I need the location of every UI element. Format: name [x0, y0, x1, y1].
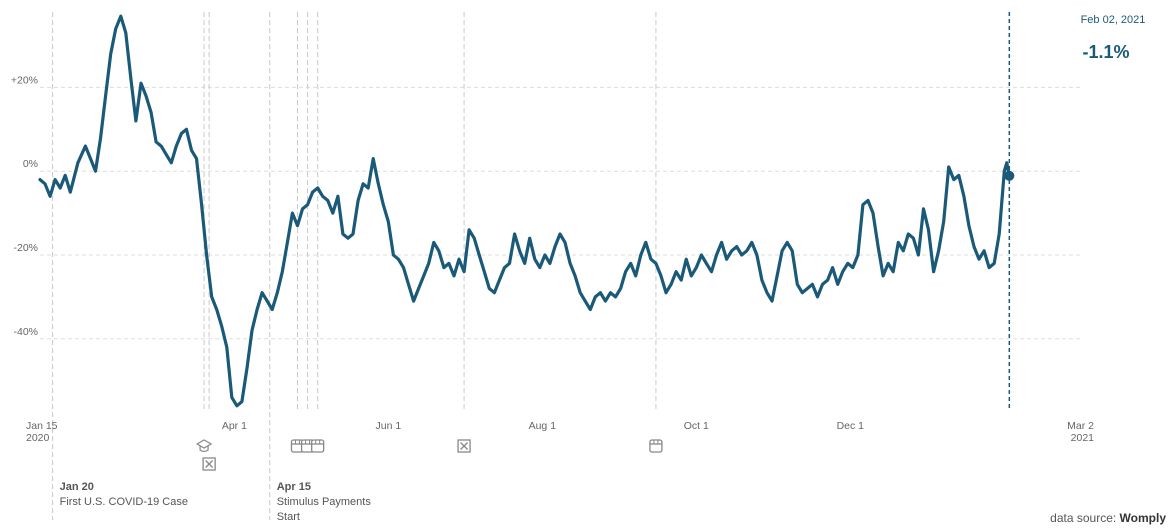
data-source-prefix: data source:: [1050, 511, 1117, 525]
y-tick-label: +20%: [11, 74, 38, 86]
closed-box-icon: [457, 439, 471, 453]
closed-box-cross: [460, 442, 469, 450]
closed-box-cross: [205, 460, 214, 468]
storefront-body: [649, 439, 663, 453]
x-tick-label: Mar 2: [1067, 420, 1094, 432]
readout-date: Feb 02, 2021: [1081, 14, 1146, 26]
x-tick-label: Oct 1: [684, 420, 709, 432]
y-tick-label: -20%: [13, 242, 38, 254]
event-markers: Jan 20 First U.S. COVID-19 Case Apr 15 Stim…: [52, 12, 663, 523]
x-tick-label: Jan 15: [26, 420, 58, 432]
gridlines: +20% 0% -20% -40%: [11, 74, 1080, 340]
storefront-body: [311, 439, 325, 453]
x-tick-label: Jun 1: [376, 420, 402, 432]
series-line-layer: [38, 12, 1015, 410]
closed-box-icon: [202, 457, 216, 471]
cap-top: [195, 439, 213, 449]
storefront-icon: [311, 439, 325, 453]
graduation-cap-icon: [195, 439, 213, 453]
event-label: First U.S. COVID-19 Case: [60, 496, 188, 508]
y-tick-label: 0%: [23, 158, 38, 170]
x-tick-label: Dec 1: [837, 420, 865, 432]
x-tick-label: Apr 1: [222, 420, 247, 432]
x-tick-year: 2020: [26, 432, 50, 444]
y-tick-label: -40%: [13, 326, 38, 338]
readout-value: -1.1%: [1082, 42, 1129, 62]
cap-base: [199, 446, 209, 453]
event-label-line2: Start: [277, 511, 300, 523]
event-date: Apr 15: [277, 481, 311, 493]
data-source-note: data source: Womply: [1050, 511, 1166, 525]
readout: Feb 02, 2021 -1.1%: [1081, 14, 1146, 62]
x-tick-label: Aug 1: [529, 420, 557, 432]
storefront-icon: [649, 439, 663, 453]
data-source-name: Womply: [1119, 511, 1166, 525]
x-tick-year: 2021: [1071, 432, 1095, 444]
event-label: Stimulus Payments: [277, 496, 372, 508]
readout-point: [1004, 170, 1015, 181]
event-date: Jan 20: [60, 481, 94, 493]
series-line: [38, 14, 1011, 408]
storefront-icon: [300, 439, 315, 453]
